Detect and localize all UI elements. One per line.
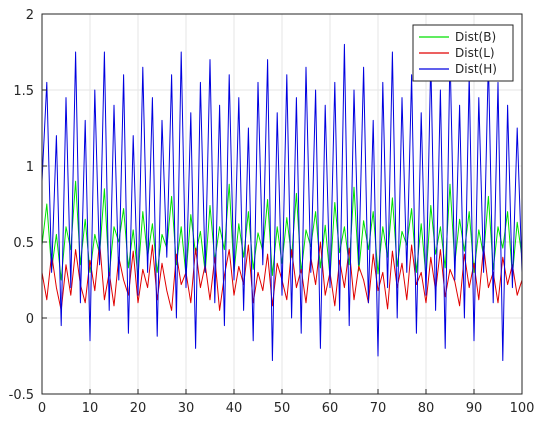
y-tick-label: -0.5 bbox=[9, 388, 34, 403]
x-tick-label: 10 bbox=[82, 401, 99, 416]
x-tick-label: 50 bbox=[274, 401, 291, 416]
x-tick-label: 70 bbox=[370, 401, 387, 416]
y-tick-label: 0 bbox=[26, 312, 34, 327]
y-tick-label: 2 bbox=[26, 8, 34, 23]
legend-label: Dist(L) bbox=[455, 46, 495, 60]
y-tick-label: 1.5 bbox=[13, 84, 34, 99]
y-tick-label: 0.5 bbox=[13, 236, 34, 251]
x-tick-label: 30 bbox=[178, 401, 195, 416]
x-tick-label: 80 bbox=[418, 401, 435, 416]
x-tick-label: 60 bbox=[322, 401, 339, 416]
x-tick-label: 20 bbox=[130, 401, 147, 416]
legend-label: Dist(H) bbox=[455, 62, 497, 76]
x-tick-label: 0 bbox=[38, 401, 46, 416]
y-tick-label: 1 bbox=[26, 160, 34, 175]
series-line-dist-b bbox=[41, 180, 523, 281]
legend-label: Dist(B) bbox=[455, 30, 496, 44]
x-tick-label: 40 bbox=[226, 401, 243, 416]
x-tick-label: 100 bbox=[510, 401, 535, 416]
series-line-dist-h bbox=[41, 43, 523, 362]
x-tick-label: 90 bbox=[466, 401, 483, 416]
